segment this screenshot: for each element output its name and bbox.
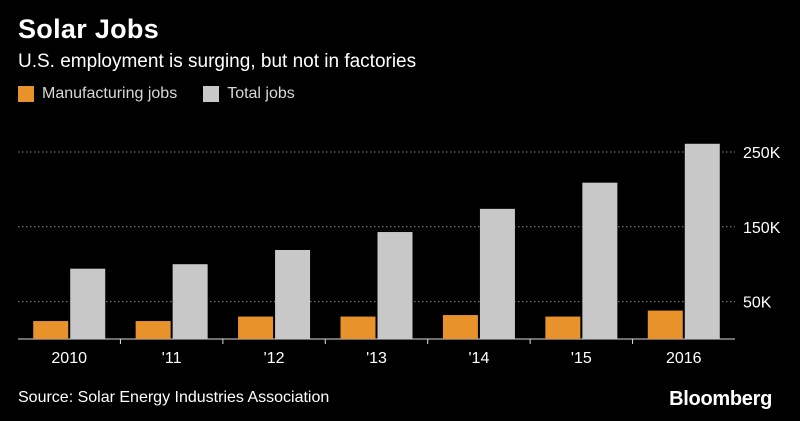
- bar-manufacturing: [238, 316, 274, 339]
- x-tick-label: 2016: [666, 350, 702, 367]
- legend-label-manufacturing: Manufacturing jobs: [42, 85, 178, 102]
- legend-swatch-total: [203, 86, 220, 102]
- legend-swatch-manufacturing: [18, 86, 34, 102]
- bloomberg-logo: Bloomberg: [669, 388, 772, 410]
- source-note: Source: Solar Energy Industries Associat…: [18, 389, 330, 406]
- y-tick-label: 150K: [743, 220, 781, 237]
- bar-manufacturing: [135, 321, 171, 339]
- x-tick-label: '11: [162, 350, 182, 367]
- chart-subtitle: U.S. employment is surging, but not in f…: [18, 51, 417, 72]
- legend-label-total: Total jobs: [227, 85, 295, 102]
- bar-manufacturing: [340, 316, 376, 339]
- x-tick-label: 2010: [51, 350, 87, 367]
- x-tick-label: '12: [264, 350, 285, 367]
- bar-manufacturing: [647, 310, 683, 339]
- y-tick-label: 50K: [743, 295, 772, 312]
- legend: Manufacturing jobs Total jobs: [18, 85, 321, 103]
- bar-manufacturing: [33, 321, 69, 339]
- y-tick-label: 250K: [743, 145, 781, 162]
- x-tick-label: '13: [366, 350, 387, 367]
- bar-total: [684, 143, 720, 339]
- legend-item-total: Total jobs: [203, 85, 295, 103]
- bar-manufacturing: [545, 316, 581, 339]
- bar-total: [275, 249, 311, 339]
- bar-manufacturing: [442, 315, 478, 339]
- legend-item-manufacturing: Manufacturing jobs: [18, 85, 177, 103]
- bar-total: [479, 208, 515, 339]
- chart-title: Solar Jobs: [18, 14, 160, 44]
- x-tick-label: '15: [571, 350, 592, 367]
- bar-total: [377, 232, 413, 339]
- x-tick-label: '14: [468, 350, 489, 367]
- bar-total: [172, 264, 208, 339]
- bar-total: [582, 182, 618, 339]
- bar-chart: 50K 150K 250K 2010 '11 '12 '13 '14 '15 2016: [18, 143, 781, 367]
- bar-total: [70, 268, 106, 339]
